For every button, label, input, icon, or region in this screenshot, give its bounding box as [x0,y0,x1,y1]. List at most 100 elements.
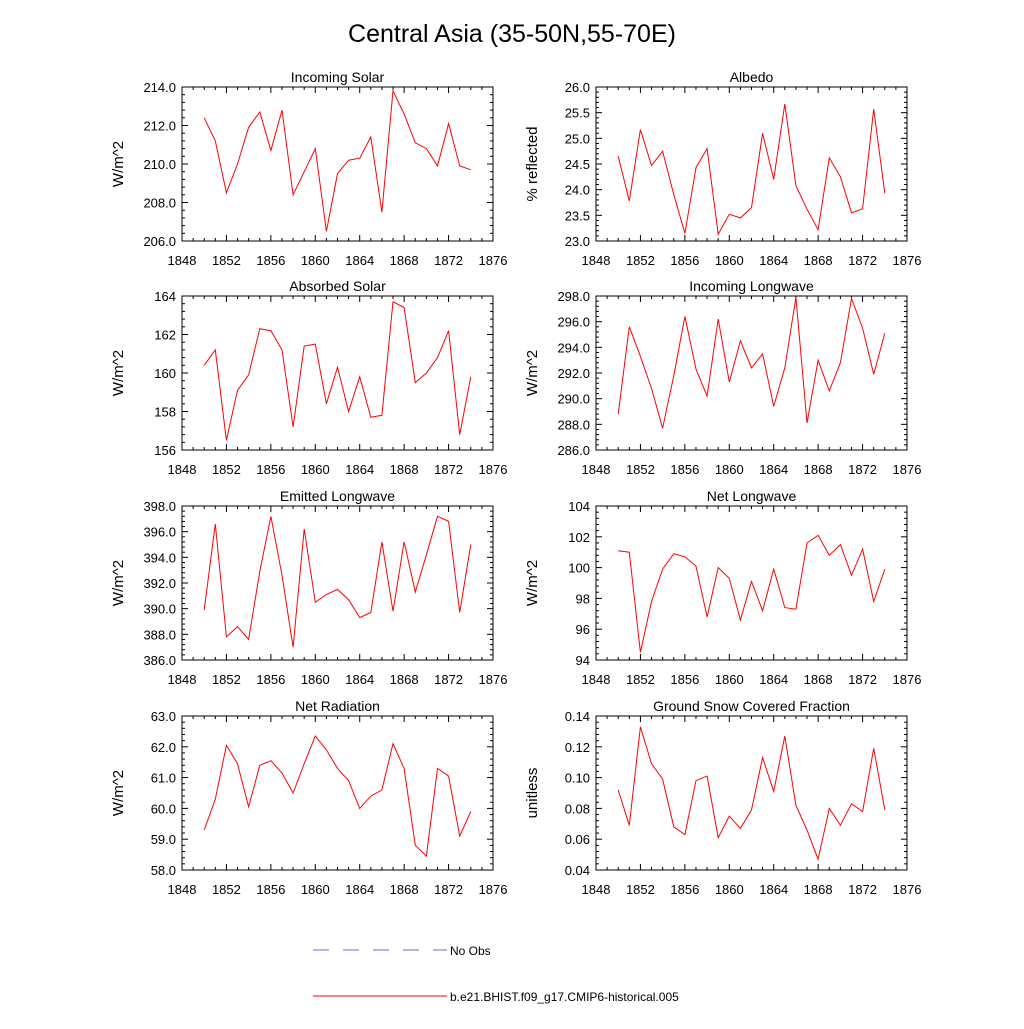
chart-panel-7: 1848 1852 1856 1860 1864 1868 1872 1876 58.0 59.0… [110,698,507,897]
x-tick-label: 1856 [256,672,285,687]
series-line-1 [617,103,886,236]
y-tick-label: 100 [568,561,590,576]
x-tick-label: 1868 [390,672,419,687]
x-tick-label: 1864 [759,253,788,268]
x-tick-label: 1872 [434,253,463,268]
chart-panel-1: 1848 1852 1856 1860 1864 1868 1872 1876 206.0 208… [110,69,507,268]
y-tick-label: 23.0 [565,234,590,249]
y-tick-label: 294.0 [557,340,590,355]
chart-panel-5: 1848 1852 1856 1860 1864 1868 1872 1876 386.0 388… [110,488,507,687]
figure-title: Central Asia (35-50N,55-70E) [348,20,676,48]
chart-panel-4: 1848 1852 1856 1860 1864 1868 1872 1876 286.0 288… [524,278,921,477]
chart-panel-3: 1848 1852 1856 1860 1864 1868 1872 1876 156 158 16… [110,278,507,477]
y-axis-label: unitless [524,768,541,819]
x-tick-label: 1852 [212,253,241,268]
x-tick-label: 1852 [626,672,655,687]
y-tick-label: 102 [568,530,590,545]
x-tick-label: 1852 [626,462,655,477]
x-tick-label: 1876 [479,462,508,477]
x-tick-label: 1860 [715,882,744,897]
x-tick-label: 1864 [345,253,374,268]
plot-frame [595,295,908,451]
x-tick-label: 1848 [168,253,197,268]
chart-panel-2: 1848 1852 1856 1860 1864 1868 1872 1876 23.0 23.5… [524,69,921,268]
y-tick-label: 58.0 [151,863,176,878]
x-tick-label: 1856 [670,882,699,897]
y-tick-label: 61.0 [151,771,176,786]
x-tick-label: 1860 [301,253,330,268]
x-tick-label: 1856 [256,253,285,268]
y-tick-label: 94 [576,653,590,668]
x-tick-label: 1868 [804,882,833,897]
y-tick-label: 60.0 [151,801,176,816]
y-tick-label: 394.0 [143,550,176,565]
y-axis-label: % reflected [524,126,541,201]
y-tick-label: 25.5 [565,106,590,121]
y-tick-label: 26.0 [565,80,590,95]
panel-title: Net Radiation [295,698,380,714]
x-tick-label: 1852 [626,253,655,268]
y-tick-label: 0.14 [565,709,590,724]
y-tick-label: 0.06 [565,832,590,847]
y-tick-label: 296.0 [557,315,590,330]
x-tick-label: 1852 [212,672,241,687]
x-tick-label: 1872 [848,462,877,477]
x-tick-label: 1860 [715,672,744,687]
x-tick-label: 1872 [848,253,877,268]
plot-frame [181,505,494,661]
y-tick-label: 0.12 [565,740,590,755]
y-axis-label: W/m^2 [524,350,541,396]
y-tick-label: 292.0 [557,366,590,381]
x-tick-label: 1864 [345,882,374,897]
x-tick-label: 1868 [804,672,833,687]
y-tick-label: 24.0 [565,183,590,198]
y-tick-label: 298.0 [557,289,590,304]
y-tick-label: 158 [154,405,176,420]
plot-frame [181,715,494,871]
y-tick-label: 214.0 [143,80,176,95]
y-tick-label: 96 [576,622,590,637]
x-tick-label: 1868 [390,462,419,477]
y-axis-label: W/m^2 [110,560,127,606]
legend-no-obs-label: No Obs [450,944,491,958]
y-tick-label: 0.08 [565,801,590,816]
x-tick-label: 1848 [168,882,197,897]
x-tick-label: 1860 [715,253,744,268]
x-tick-label: 1860 [301,462,330,477]
chart-panel-6: 1848 1852 1856 1860 1864 1868 1872 1876 94 96 98 10… [524,488,921,687]
y-tick-label: 398.0 [143,499,176,514]
x-tick-label: 1872 [848,672,877,687]
y-tick-label: 288.0 [557,417,590,432]
y-tick-label: 396.0 [143,525,176,540]
y-tick-label: 156 [154,443,176,458]
chart-panel-8: 1848 1852 1856 1860 1864 1868 1872 1876 0.04 0.06… [524,698,921,897]
x-tick-label: 1876 [893,462,922,477]
y-axis-label: W/m^2 [110,141,127,187]
series-line-1 [203,88,471,232]
x-tick-label: 1848 [168,462,197,477]
y-tick-label: 104 [568,499,590,514]
x-tick-label: 1848 [582,462,611,477]
y-tick-label: 164 [154,289,176,304]
x-tick-label: 1856 [256,462,285,477]
x-tick-label: 1868 [804,462,833,477]
series-line-1 [203,735,472,858]
x-tick-label: 1864 [759,672,788,687]
y-tick-label: 0.04 [565,863,590,878]
y-tick-label: 23.5 [565,208,590,223]
x-tick-label: 1856 [670,462,699,477]
x-tick-label: 1872 [434,462,463,477]
x-tick-label: 1868 [804,253,833,268]
y-tick-label: 162 [154,328,176,343]
x-tick-label: 1872 [434,882,463,897]
x-tick-label: 1848 [582,672,611,687]
y-tick-label: 59.0 [151,832,176,847]
series-line-1 [203,515,472,648]
x-tick-label: 1872 [434,672,463,687]
series-line-1 [618,534,886,653]
y-tick-label: 210.0 [143,157,176,172]
panels-container: 1848 1852 1856 1860 1864 1868 1872 1876 206.0 208… [110,69,921,897]
y-tick-label: 0.10 [565,771,590,786]
